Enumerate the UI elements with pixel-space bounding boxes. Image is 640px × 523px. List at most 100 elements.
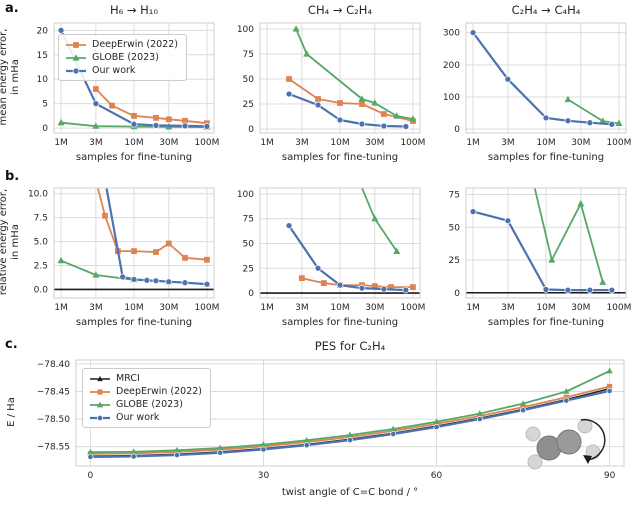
plot-a-ch4-c2h4: 1M 3M 10M 30M 100M 0 25 50 75 100 bbox=[237, 22, 425, 148]
x-tick-label: 100M bbox=[400, 303, 425, 313]
marker-circle-icon bbox=[303, 442, 310, 449]
marker-square-icon bbox=[109, 102, 115, 109]
y-tick-label: 100 bbox=[237, 25, 254, 35]
marker-triangle-icon bbox=[130, 448, 137, 455]
y-tick-label: 0 bbox=[454, 289, 460, 299]
marker-triangle-icon bbox=[72, 53, 80, 61]
marker-circle-icon bbox=[606, 387, 613, 394]
x-axis-label: samples for fine-tuning bbox=[75, 152, 193, 163]
marker-circle-icon bbox=[203, 280, 211, 288]
x-tick-label: 0 bbox=[88, 471, 94, 481]
legend-item: MRCI bbox=[89, 373, 202, 384]
legend-marker-icon bbox=[66, 41, 86, 48]
marker-square-icon bbox=[73, 41, 79, 48]
marker-circle-icon bbox=[358, 284, 366, 292]
y-tick-label: 10.0 bbox=[28, 190, 48, 200]
marker-circle-icon bbox=[130, 120, 138, 128]
marker-circle-icon bbox=[92, 100, 100, 108]
marker-circle-icon bbox=[346, 437, 354, 444]
series-line bbox=[97, 187, 207, 261]
panel-label-a: a. bbox=[5, 1, 19, 16]
y-tick-label: 10 bbox=[37, 75, 49, 85]
x-tick-label: 60 bbox=[431, 471, 443, 481]
x-tick-label: 30M bbox=[571, 138, 590, 148]
y-axis-label-c: E / Ha bbox=[6, 397, 17, 427]
legend-panel-a: DeepErwin (2022) GLOBE (2023) Our work bbox=[58, 34, 187, 81]
molecule-inset-icon bbox=[525, 418, 606, 470]
series-line bbox=[533, 187, 604, 283]
legend-marker-icon bbox=[90, 401, 110, 407]
series-line bbox=[472, 210, 612, 292]
marker-square-icon bbox=[606, 383, 613, 390]
x-tick-label: 100M bbox=[606, 138, 631, 148]
marker-triangle-icon bbox=[303, 50, 311, 57]
marker-square-icon bbox=[97, 388, 103, 395]
marker-circle-icon bbox=[608, 120, 616, 128]
x-tick-label: 100M bbox=[400, 138, 425, 148]
x-tick-label: 1M bbox=[54, 303, 68, 313]
marker-triangle-icon bbox=[292, 25, 300, 32]
x-tick-label: 1M bbox=[260, 138, 274, 148]
marker-circle-icon bbox=[608, 286, 616, 294]
chart-title-h6-h10: H₆ → H₁₀ bbox=[109, 3, 159, 17]
marker-triangle-icon bbox=[57, 118, 65, 126]
legend-item: DeepErwin (2022) bbox=[89, 386, 202, 397]
plot-frame bbox=[53, 22, 215, 134]
x-axis-label: samples for fine-tuning bbox=[75, 317, 193, 328]
marker-square-icon bbox=[298, 275, 305, 282]
hydrogen-atom-icon bbox=[577, 418, 593, 434]
y-tick-label: −78.50 bbox=[37, 415, 71, 425]
marker-circle-icon bbox=[586, 119, 594, 127]
y-tick-label: 0 bbox=[248, 125, 254, 135]
marker-square-icon bbox=[165, 240, 172, 247]
y-tick-label: −78.40 bbox=[37, 360, 71, 370]
marker-triangle-icon bbox=[393, 247, 401, 255]
marker-square-icon bbox=[92, 86, 99, 92]
x-tick-label: 10M bbox=[330, 303, 349, 313]
marker-square-icon bbox=[520, 404, 526, 410]
marker-square-icon bbox=[286, 76, 292, 82]
y-tick-label: 100 bbox=[237, 190, 254, 200]
x-axis-label: samples for fine-tuning bbox=[487, 317, 605, 328]
y-tick-label: 5.0 bbox=[34, 238, 49, 248]
marker-square-icon bbox=[165, 116, 172, 123]
marker-circle-icon bbox=[542, 114, 550, 122]
x-tick-label: 3M bbox=[501, 303, 515, 313]
x-tick-label: 3M bbox=[89, 303, 103, 313]
marker-square-icon bbox=[477, 413, 483, 419]
marker-circle-icon bbox=[314, 264, 322, 272]
marker-circle-icon bbox=[542, 286, 550, 293]
series-line bbox=[288, 92, 406, 128]
y-tick-label: 50 bbox=[243, 75, 255, 85]
marker-circle-icon bbox=[564, 286, 572, 294]
marker-triangle-icon bbox=[599, 278, 607, 285]
x-tick-label: 100M bbox=[606, 303, 631, 313]
series-line bbox=[472, 31, 612, 126]
plot-frame bbox=[465, 187, 627, 299]
y-axis-label-a: mean energy error, in mHa bbox=[0, 28, 21, 126]
marker-circle-icon bbox=[173, 451, 180, 459]
x-tick-label: 1M bbox=[466, 303, 480, 313]
x-tick-label: 3M bbox=[295, 303, 309, 313]
plot-frame bbox=[465, 22, 627, 134]
plot-b-c2h4-c4h4: 1M 3M 10M 30M 100M 0 25 50 75 bbox=[449, 187, 631, 313]
y-tick-label: 15 bbox=[37, 51, 48, 61]
y-tick-label: 75 bbox=[243, 50, 254, 60]
marker-triangle-icon bbox=[409, 115, 417, 122]
marker-triangle-icon bbox=[371, 214, 379, 222]
marker-square-icon bbox=[182, 254, 188, 261]
x-tick-label: 30 bbox=[258, 471, 270, 481]
twist-arrowhead-icon bbox=[583, 455, 592, 464]
x-tick-label: 30M bbox=[365, 138, 384, 148]
marker-triangle-icon bbox=[92, 122, 100, 129]
marker-circle-icon bbox=[469, 208, 477, 215]
carbon-atom-icon bbox=[556, 429, 582, 455]
marker-triangle-icon bbox=[173, 446, 181, 453]
marker-square-icon bbox=[371, 283, 378, 290]
legend-panel-c: MRCI DeepErwin (2022) GLOBE (2023) Our work bbox=[82, 368, 211, 428]
x-tick-label: 30M bbox=[159, 138, 178, 148]
y-tick-label: 75 bbox=[449, 191, 460, 201]
y-tick-label: 0.0 bbox=[34, 285, 49, 295]
twist-arrow-icon bbox=[580, 418, 606, 461]
series-line bbox=[295, 28, 414, 120]
